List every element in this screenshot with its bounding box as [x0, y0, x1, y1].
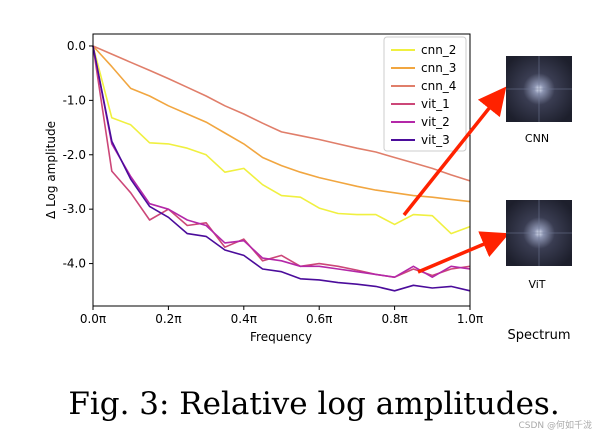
x-axis: 0.0π 0.2π 0.4π 0.6π 0.8π 1.0π: [80, 306, 483, 326]
spectrum-thumbnail-vit: ViT: [506, 200, 572, 291]
series-layer: [92, 45, 471, 292]
series-line-vit-2: [92, 45, 471, 279]
x-axis-title: Frequency: [250, 330, 312, 344]
y-tick-label: 0.0: [67, 39, 86, 53]
plot-frame: [92, 33, 471, 307]
x-tick-label: 0.4π: [231, 312, 257, 326]
legend-label-vit-1: vit_1: [421, 97, 450, 111]
series-line-cnn-3: [92, 45, 471, 203]
series-line-cnn-2: [92, 45, 471, 235]
spectrum-label: Spectrum: [508, 328, 571, 343]
legend-label-cnn-4: cnn_4: [421, 79, 456, 93]
spectrum-thumbnail-cnn: CNN: [506, 56, 572, 145]
legend-label-cnn-2: cnn_2: [421, 43, 456, 57]
legend-label-vit-3: vit_3: [421, 133, 450, 147]
y-axis: 0.0 -1.0 -2.0 -3.0 -4.0: [63, 39, 93, 271]
arrow-to-vit: [417, 231, 510, 274]
y-axis-title: Δ Log amplitude: [44, 121, 58, 219]
series-line-cnn-4: [92, 45, 471, 182]
legend-items: cnn_2 cnn_3 cnn_4 vit_1 vit_2 vit_3: [391, 43, 456, 147]
y-tick-label: -2.0: [63, 148, 86, 162]
x-tick-label: 0.0π: [80, 312, 106, 326]
x-tick-label: 1.0π: [457, 312, 483, 326]
x-tick-label: 0.8π: [381, 312, 407, 326]
arrow-to-cnn: [402, 86, 507, 217]
x-tick-label: 0.2π: [155, 312, 181, 326]
line-chart: 0.0π 0.2π 0.4π 0.6π 0.8π 1.0π 0.0 -1.0 -2.0 -3.0…: [44, 33, 483, 344]
vit-thumb-label: ViT: [528, 278, 545, 291]
legend: cnn_2 cnn_3 cnn_4 vit_1 vit_2 vit_3: [383, 36, 467, 152]
annotation-arrows: [402, 86, 510, 274]
y-tick-label: -3.0: [63, 202, 86, 216]
cnn-thumb-label: CNN: [525, 132, 549, 145]
legend-label-vit-2: vit_2: [421, 115, 450, 129]
figure-caption: Fig. 3: Relative log amplitudes.: [68, 386, 559, 422]
legend-label-cnn-3: cnn_3: [421, 61, 456, 75]
series-line-vit-3: [92, 45, 471, 292]
y-tick-label: -4.0: [63, 257, 86, 271]
y-tick-label: -1.0: [63, 93, 86, 107]
series-line-vit-1: [92, 45, 471, 279]
x-tick-label: 0.6π: [306, 312, 332, 326]
watermark: CSDN @何如千泷: [518, 419, 592, 431]
